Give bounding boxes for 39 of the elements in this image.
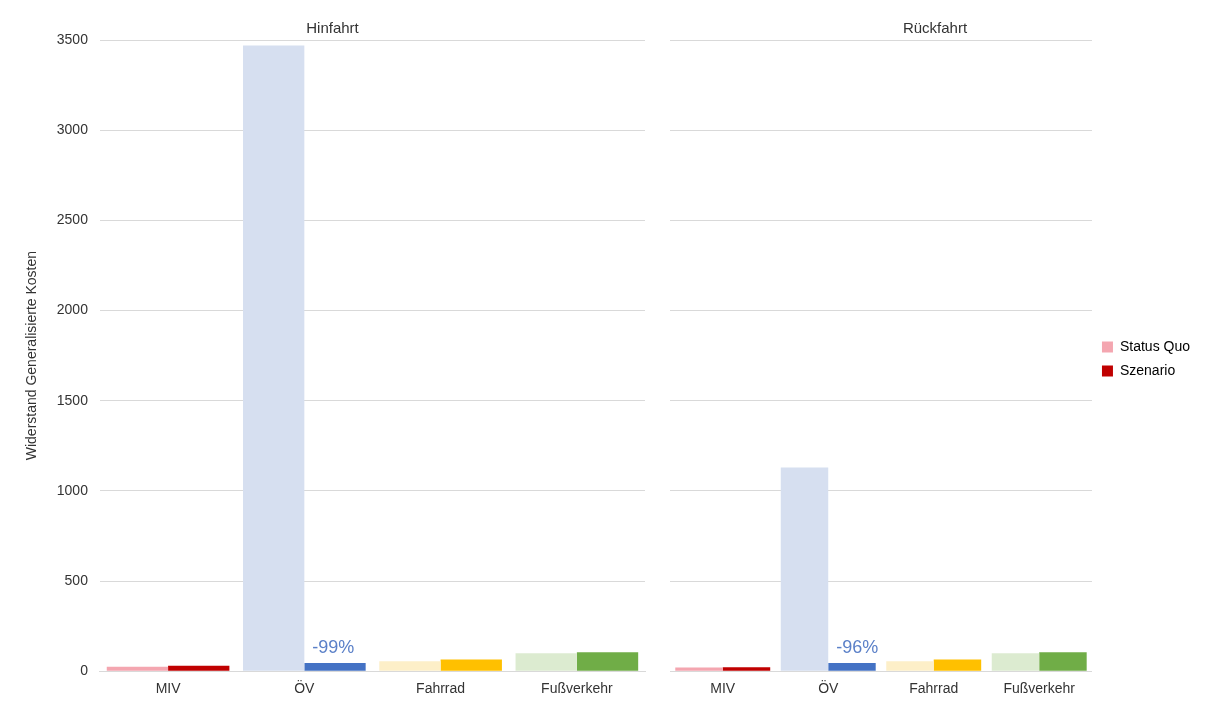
legend-label: Status Quo bbox=[1119, 337, 1191, 354]
bar bbox=[440, 659, 502, 671]
x-tick-label: Fahrrad bbox=[416, 680, 466, 697]
bar bbox=[576, 652, 639, 671]
legend-label: Szenario bbox=[1119, 361, 1176, 378]
y-tick-label: 500 bbox=[64, 571, 89, 588]
bar bbox=[515, 653, 577, 671]
x-tick-label: Fußverkehr bbox=[541, 680, 613, 697]
chart-title: Hinfahrt bbox=[306, 19, 360, 37]
x-tick-label: MIV bbox=[155, 680, 182, 697]
bar bbox=[886, 661, 934, 671]
bar bbox=[933, 659, 982, 671]
bar bbox=[304, 663, 366, 671]
annotation: -99% bbox=[312, 636, 355, 657]
bar bbox=[675, 667, 723, 671]
y-tick-label: 2500 bbox=[56, 211, 89, 228]
y-tick-label: 1500 bbox=[56, 391, 89, 408]
bar bbox=[780, 467, 829, 671]
chart-title: Rückfahrt bbox=[902, 19, 968, 37]
bar bbox=[722, 667, 771, 671]
bar bbox=[828, 663, 876, 671]
bar bbox=[168, 665, 230, 671]
x-tick-label: MIV bbox=[710, 680, 736, 697]
bar bbox=[991, 653, 1040, 671]
bar bbox=[106, 666, 169, 671]
y-tick-label: 3500 bbox=[56, 30, 89, 47]
y-tick-label: 1000 bbox=[56, 481, 89, 498]
bar bbox=[1039, 652, 1087, 671]
bar bbox=[379, 661, 441, 671]
y-tick-label: 0 bbox=[80, 662, 89, 679]
y-tick-label: 2000 bbox=[56, 301, 89, 318]
x-tick-label: Fahrrad bbox=[909, 680, 959, 697]
annotation: -96% bbox=[836, 636, 879, 657]
y-axis-title: Widerstand Generalisierte Kosten bbox=[23, 250, 40, 461]
x-tick-label: ÖV bbox=[294, 679, 316, 697]
x-tick-label: Fußverkehr bbox=[1003, 680, 1076, 697]
bar bbox=[243, 45, 305, 671]
x-tick-label: ÖV bbox=[818, 679, 840, 697]
y-tick-label: 3000 bbox=[56, 121, 89, 138]
